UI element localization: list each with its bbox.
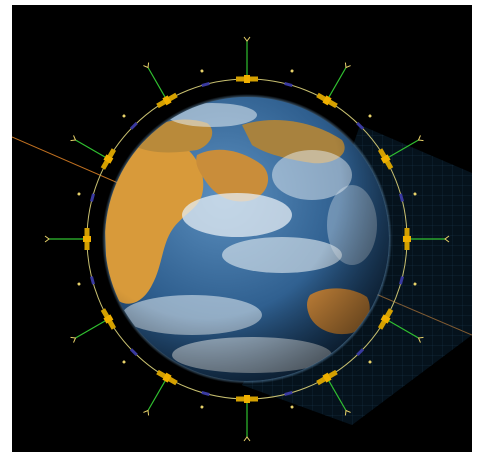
satellite-body — [83, 236, 91, 242]
satellite-marker — [413, 282, 417, 286]
satellite-constellation — [44, 36, 450, 442]
satellite — [284, 391, 294, 409]
satellite-body — [103, 154, 114, 164]
satellite-body — [380, 154, 391, 164]
satellite-marker — [122, 114, 126, 118]
satellite-small — [399, 276, 404, 285]
satellite — [316, 369, 351, 416]
satellite — [200, 69, 210, 87]
earth-globe — [102, 94, 392, 384]
satellite-body — [380, 314, 391, 324]
satellite-antenna — [326, 377, 347, 411]
satellite — [399, 192, 417, 202]
satellite-antenna-tip — [70, 336, 77, 343]
satellite-marker — [290, 69, 294, 73]
satellite-antenna — [385, 139, 419, 160]
satellite — [399, 276, 417, 286]
satellite-marker — [200, 69, 204, 73]
satellite-antenna-tip — [243, 36, 251, 42]
satellite-marker — [368, 360, 372, 364]
satellite-small — [356, 348, 364, 356]
satellite — [70, 135, 117, 170]
satellite — [356, 114, 372, 130]
satellite — [236, 36, 258, 83]
satellite-antenna-tip — [417, 135, 424, 142]
satellite-small — [284, 82, 293, 87]
satellite — [122, 348, 138, 364]
satellite-marker — [413, 192, 417, 196]
satellite-small — [90, 193, 95, 202]
satellite — [377, 308, 424, 343]
satellite — [200, 391, 210, 409]
satellite-antenna-tip — [143, 62, 150, 69]
satellite-antenna — [147, 377, 168, 411]
satellite — [77, 192, 95, 202]
satellite-antenna-tip — [344, 62, 351, 69]
satellite-antenna — [385, 318, 419, 339]
satellite — [143, 369, 178, 416]
satellite-antenna-tip — [44, 235, 50, 243]
satellite-antenna — [75, 318, 109, 339]
satellite — [44, 228, 91, 250]
satellite — [143, 62, 178, 109]
satellite-marker — [122, 360, 126, 364]
satellite — [377, 135, 424, 170]
satellite-body — [322, 372, 332, 383]
satellite — [316, 62, 351, 109]
satellite-small — [356, 122, 364, 130]
satellite — [284, 69, 294, 87]
satellite-small — [130, 348, 138, 356]
satellite-antenna — [326, 67, 347, 101]
satellite-antenna-tip — [417, 336, 424, 343]
earth-satellite-scene — [12, 36, 472, 442]
satellite-marker — [368, 114, 372, 118]
satellite-body — [244, 75, 250, 83]
satellite-small — [399, 193, 404, 202]
satellite — [236, 395, 258, 442]
image-frame — [12, 5, 472, 452]
satellite-body — [403, 236, 411, 242]
satellite-body — [244, 395, 250, 403]
satellite-small — [90, 276, 95, 285]
satellite — [356, 348, 372, 364]
satellite-marker — [290, 405, 294, 409]
satellite-antenna-tip — [143, 409, 150, 416]
satellite-marker — [200, 405, 204, 409]
satellite — [122, 114, 138, 130]
satellite-body — [162, 95, 172, 106]
satellite-antenna-tip — [70, 135, 77, 142]
satellite — [403, 228, 450, 250]
satellite — [77, 276, 95, 286]
satellite-body — [103, 314, 114, 324]
satellite-small — [201, 391, 210, 396]
satellite-small — [130, 122, 138, 130]
satellite — [70, 308, 117, 343]
satellite-small — [284, 391, 293, 396]
satellite-antenna-tip — [444, 235, 450, 243]
satellite-marker — [77, 282, 81, 286]
satellite-antenna — [75, 139, 109, 160]
satellite-body — [162, 372, 172, 383]
satellite-antenna-tip — [344, 409, 351, 416]
satellite-marker — [77, 192, 81, 196]
satellite-body — [322, 95, 332, 106]
satellite-small — [201, 82, 210, 87]
satellite-antenna-tip — [243, 436, 251, 442]
satellite-antenna — [147, 67, 168, 101]
